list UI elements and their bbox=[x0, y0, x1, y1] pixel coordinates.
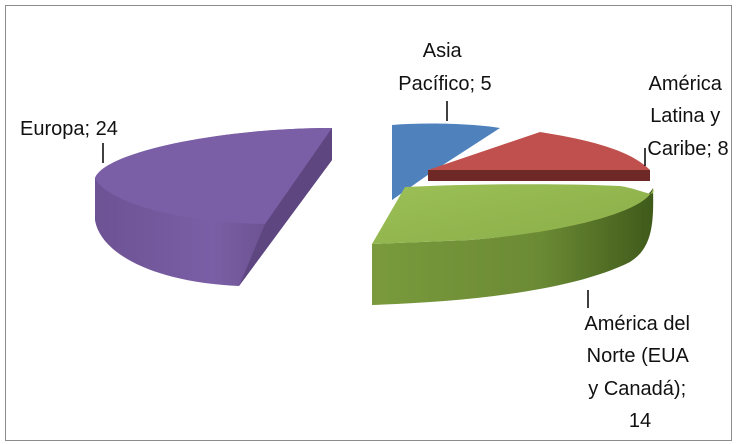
label-norte-line: América del bbox=[584, 313, 690, 335]
label-latina-line: Latina y bbox=[650, 105, 720, 127]
label-norte: América del Norte (EUA y Canadá); 14 bbox=[584, 313, 695, 432]
slice-latina bbox=[428, 132, 650, 181]
label-norte-line: Norte (EUA bbox=[587, 345, 690, 367]
slice-asia-top bbox=[392, 123, 500, 200]
slice-europa bbox=[95, 128, 332, 286]
slice-latina-top bbox=[428, 132, 650, 170]
slice-norte-side bbox=[372, 188, 654, 305]
label-europa-line: Europa; 24 bbox=[20, 118, 118, 140]
label-norte-line: y Canadá); bbox=[588, 378, 686, 400]
slice-europa-right-wall bbox=[239, 128, 332, 286]
label-asia: Asia Pacífico; 5 bbox=[398, 40, 491, 95]
label-latina-line: Caribe; 8 bbox=[647, 138, 728, 160]
label-latina-line: América bbox=[649, 73, 723, 95]
label-latina: América Latina y Caribe; 8 bbox=[647, 73, 728, 160]
slice-latina-side bbox=[428, 170, 650, 181]
slice-norte bbox=[372, 184, 654, 305]
label-asia-line: Asia bbox=[423, 40, 463, 62]
slice-asia bbox=[392, 123, 500, 200]
slice-europa-top bbox=[95, 128, 332, 224]
label-asia-line: Pacífico; 5 bbox=[398, 73, 491, 95]
slice-norte-top bbox=[372, 184, 654, 244]
label-norte-line: 14 bbox=[629, 410, 651, 432]
label-europa: Europa; 24 bbox=[20, 118, 118, 140]
